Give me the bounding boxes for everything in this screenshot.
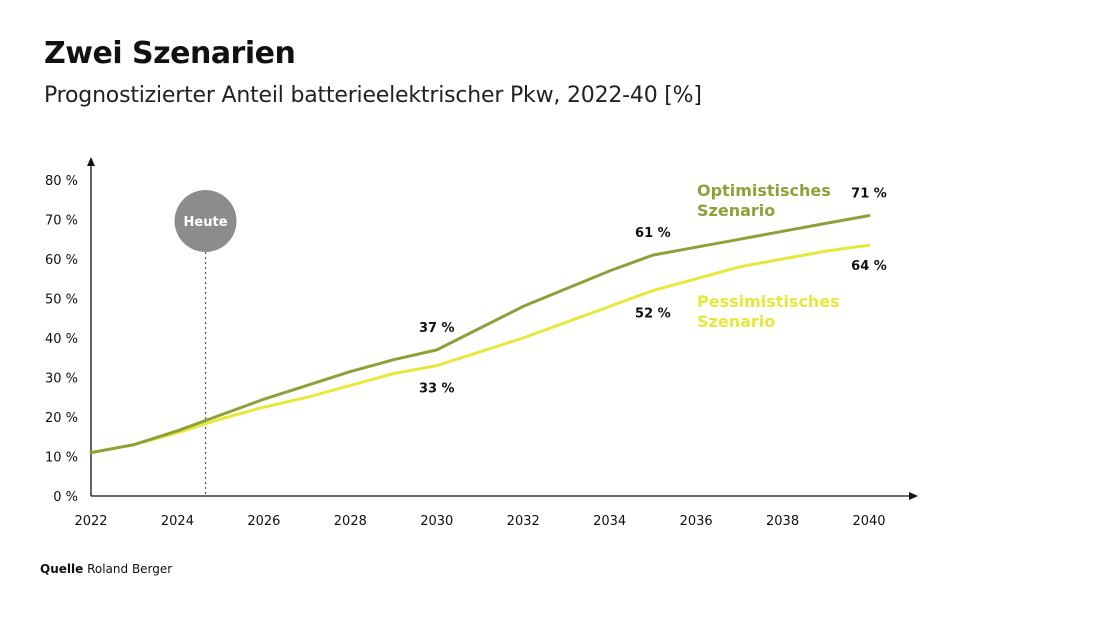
chart-axes: 0 % 10 % 20 % 30 % 40 % 50 % 60 % 70 % 80 % 2022 2… <box>45 157 918 529</box>
x-tick-label: 2040 <box>852 514 885 529</box>
source-note: Quelle Roland Berger <box>40 562 172 576</box>
series-name-label: Optimistisches Szenario <box>697 181 831 220</box>
x-tick-label: 2022 <box>74 514 107 529</box>
today-marker-label: Heute <box>184 215 228 230</box>
data-label: 33 % <box>419 382 455 397</box>
chart-data-labels: Optimistisches Szenario Pessimistisches Sze… <box>419 181 887 397</box>
y-tick-label: 60 % <box>45 253 78 268</box>
series-name-label: Pessimistisches Szenario <box>697 292 840 331</box>
y-tick-label: 70 % <box>45 214 78 229</box>
data-label: 64 % <box>851 259 887 274</box>
source-value: Roland Berger <box>87 562 173 576</box>
data-label: 71 % <box>851 187 887 202</box>
data-label: 61 % <box>635 226 671 241</box>
y-axis-arrow <box>87 157 95 166</box>
data-label: 52 % <box>635 307 671 322</box>
series-line <box>89 214 871 455</box>
today-marker: Heute <box>174 190 237 496</box>
chart-series <box>89 214 871 455</box>
y-tick-label: 0 % <box>53 490 78 505</box>
x-tick-label: 2026 <box>247 514 280 529</box>
y-tick-label: 20 % <box>45 411 78 426</box>
x-tick-label: 2036 <box>680 514 713 529</box>
chart-title: Zwei Szenarien <box>44 36 296 71</box>
x-tick-label: 2038 <box>766 514 799 529</box>
y-tick-label: 10 % <box>45 451 78 466</box>
x-tick-label: 2024 <box>161 514 194 529</box>
x-tick-label: 2028 <box>334 514 367 529</box>
x-axis-arrow <box>909 492 918 500</box>
x-tick-label: 2032 <box>507 514 540 529</box>
series-line <box>89 243 871 455</box>
chart-subtitle: Prognostizierter Anteil batterieelektris… <box>44 83 702 108</box>
y-tick-label: 50 % <box>45 293 78 308</box>
y-tick-label: 40 % <box>45 332 78 347</box>
source-label: Quelle <box>40 562 84 576</box>
x-tick-label: 2034 <box>593 514 626 529</box>
today-marker-circle <box>174 190 237 252</box>
data-label: 37 % <box>419 321 455 336</box>
x-tick-label: 2030 <box>420 514 453 529</box>
y-tick-label: 30 % <box>45 372 78 387</box>
y-tick-label: 80 % <box>45 174 78 189</box>
